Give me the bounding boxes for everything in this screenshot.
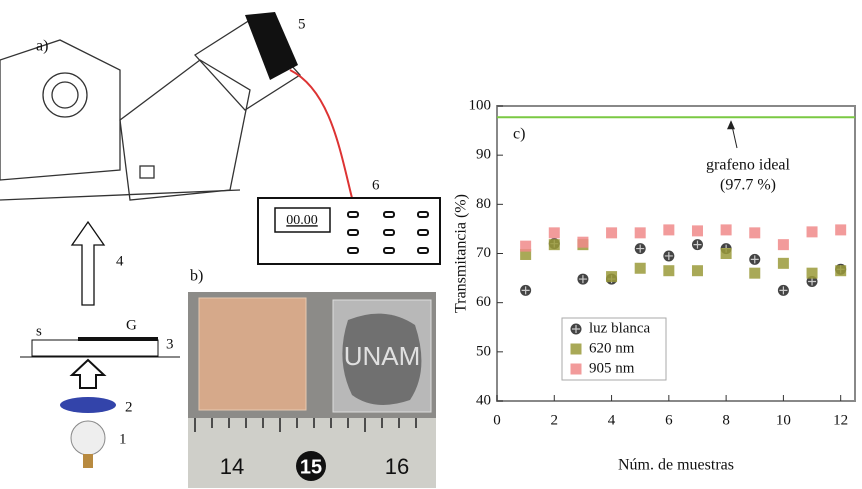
point: [606, 227, 617, 238]
point: [571, 324, 582, 335]
point: [778, 258, 789, 269]
annotation: (97.7 %): [720, 177, 776, 194]
point: [663, 250, 674, 261]
panel-label: b): [190, 268, 203, 285]
point: [692, 225, 703, 236]
point: [749, 254, 760, 265]
point: [778, 239, 789, 250]
camera-body: [245, 12, 298, 80]
y-tick-label: 60: [476, 294, 491, 310]
legend-label: luz blanca: [589, 320, 651, 336]
y-tick-label: 40: [476, 392, 491, 408]
point: [549, 239, 560, 250]
point: [749, 268, 760, 279]
chart: 40 50 60 70 80 90 100 0 2 4 6 8 10 12 Núm. de muestras…: [453, 97, 855, 473]
substrate-rect: [32, 340, 158, 356]
part-label: 4: [116, 253, 124, 269]
cable: [290, 70, 352, 198]
x-tick-label: 2: [551, 412, 559, 428]
y-tick-label: 70: [476, 245, 491, 261]
ruler-label: 14: [220, 454, 244, 479]
point: [807, 268, 818, 279]
point: [749, 227, 760, 238]
y-tick-label: 100: [469, 97, 492, 113]
plot-frame: [497, 106, 855, 401]
point: [577, 274, 588, 285]
point: [692, 239, 703, 250]
x-tick-label: 8: [722, 412, 730, 428]
point: [721, 248, 732, 259]
y-tick-label: 50: [476, 343, 491, 359]
light-arrow: [72, 222, 104, 305]
part-label: 2: [125, 399, 133, 415]
point: [549, 227, 560, 238]
point: [635, 243, 646, 254]
point: [606, 271, 617, 282]
bulb: [71, 421, 105, 455]
point: [835, 224, 846, 235]
panel-label: a): [36, 38, 48, 55]
figure: a) 5 6 00.00 4 G s 3 2 1 b) UNAM 14 15 1…: [0, 0, 862, 489]
point: [577, 237, 588, 248]
point: [692, 265, 703, 276]
panel-label: c): [513, 126, 525, 143]
point: [778, 285, 789, 296]
legend-label: 620 nm: [589, 340, 635, 356]
part-label: 6: [372, 177, 380, 193]
point: [663, 265, 674, 276]
point: [520, 285, 531, 296]
x-tick-label: 6: [665, 412, 673, 428]
point: [721, 224, 732, 235]
ruler-label: 16: [385, 454, 409, 479]
graphene-layer: [78, 337, 158, 341]
part-label: 3: [166, 336, 174, 352]
point: [635, 227, 646, 238]
stamp-text: UNAM: [344, 341, 421, 371]
x-tick-label: 10: [776, 412, 791, 428]
x-tick-label: 4: [608, 412, 616, 428]
part-label: 1: [119, 431, 127, 447]
part-label: G: [126, 317, 137, 333]
point: [571, 344, 582, 355]
point: [571, 364, 582, 375]
point: [807, 226, 818, 237]
point: [835, 265, 846, 276]
lamp-arrow: [72, 360, 104, 388]
part-label: s: [36, 323, 42, 339]
x-tick-label: 12: [833, 412, 848, 428]
ruler-label: 15: [300, 456, 322, 478]
point: [520, 241, 531, 252]
point: [663, 224, 674, 235]
copper-foil: [199, 298, 306, 410]
y-tick-label: 90: [476, 147, 491, 163]
x-tick-label: 0: [493, 412, 501, 428]
legend-label: 905 nm: [589, 360, 635, 376]
y-tick-label: 80: [476, 196, 491, 212]
filter-disc: [60, 397, 116, 413]
display-text: 00.00: [286, 213, 318, 228]
annotation-arrowhead: [727, 120, 735, 129]
annotation: grafeno ideal: [706, 157, 791, 174]
bulb-base: [83, 454, 93, 468]
y-axis-label: Transmitancia (%): [453, 194, 470, 313]
x-axis-label: Núm. de muestras: [618, 457, 734, 474]
part-label: 5: [298, 16, 306, 32]
point: [635, 263, 646, 274]
